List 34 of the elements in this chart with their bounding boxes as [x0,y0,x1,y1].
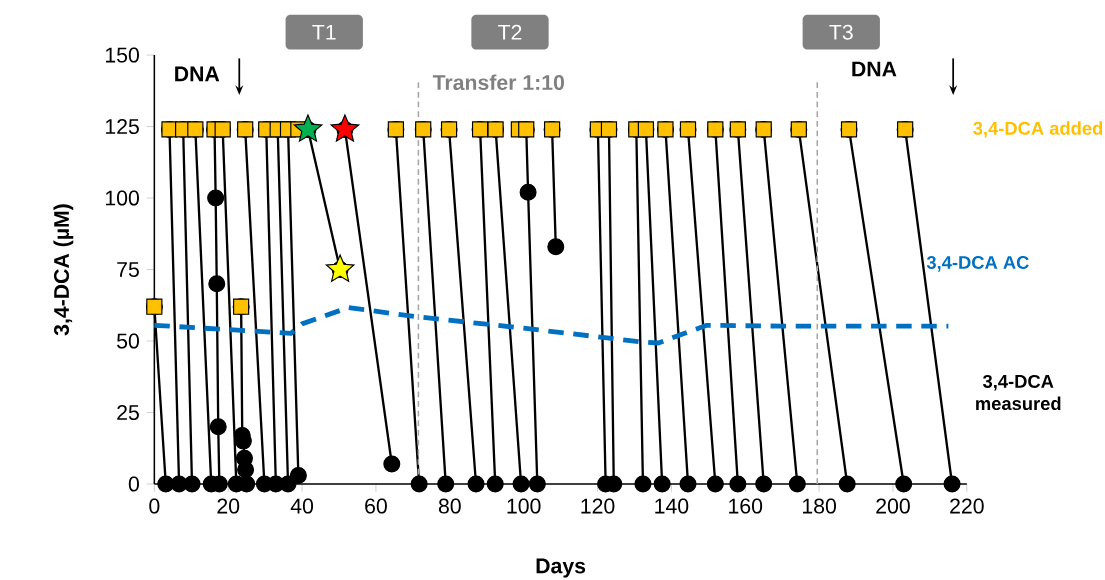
x-tick-label: 220 [950,498,984,514]
line-series [151,305,951,346]
y-tick-label: 100 [105,190,139,206]
x-tick-label: 20 [217,498,240,514]
x-tick-label: 160 [729,498,763,514]
x-tick-label: 200 [876,498,910,514]
text: 3,4-DCA AC [926,256,1029,272]
y-tick-label: 150 [105,47,139,63]
annotation: Transfer 1:10 [432,74,565,91]
x-tick-label: 80 [438,498,461,514]
annotation: DNA [175,66,220,82]
point [325,254,355,283]
text: 3,4-DCA added [973,121,1103,138]
x-tick-label: 40 [290,498,314,514]
x-tick-label: 60 [365,498,387,514]
text: T1 [312,25,336,40]
annotation: DNA [852,61,897,77]
x-tick-label: 140 [655,498,689,514]
y-tick-label: 0 [128,476,139,492]
text: T3 [829,24,853,40]
text: T2 [498,24,522,40]
y-tick-label: 25 [117,405,139,421]
point [330,114,360,142]
y-tick-label: 50 [117,333,139,349]
x-axis-title: Days [536,558,586,578]
y-axis-title: 3,4-DCA (µM) [53,204,74,336]
x-tick-label: 100 [507,498,541,514]
x-tick-label: 120 [581,498,615,514]
point [293,114,323,142]
x-tick-label: 0 [149,498,160,514]
x-tick-label: 180 [803,498,836,514]
y-tick-label: 125 [105,119,139,135]
y-tick-label: 75 [117,262,139,278]
series-label: 3,4-DCA measured [976,375,1061,411]
